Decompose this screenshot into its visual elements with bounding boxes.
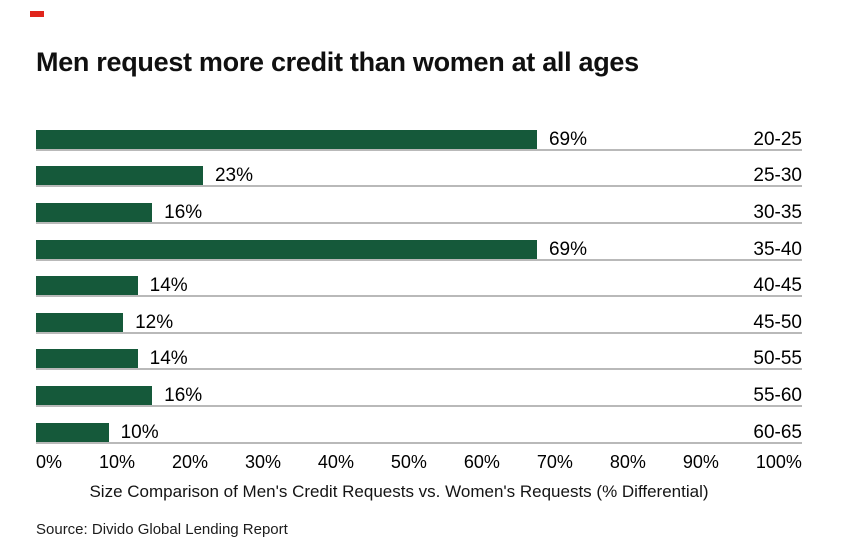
bar (36, 422, 109, 442)
bar-value-label: 16% (164, 385, 203, 406)
chart-row: 16% 30-35 (36, 187, 802, 224)
x-tick-label: 70% (536, 452, 573, 472)
chart-rows: 69% 20-25 23% 25-30 16% 30-35 69% 35-40 14% 40-45… (36, 114, 802, 444)
x-tick-label: 90% (682, 452, 719, 472)
age-group-label: 40-45 (753, 275, 802, 297)
x-tick-label: 60% (463, 452, 500, 472)
chart-row: 16% 55-60 (36, 370, 802, 407)
brand-red-dash (30, 11, 44, 17)
bar (36, 386, 153, 405)
bar (36, 349, 138, 369)
bar-value-label: 14% (149, 275, 188, 297)
bar (36, 312, 124, 332)
x-tick-label: 10% (98, 452, 135, 472)
age-group-label: 50-55 (753, 348, 802, 370)
chart-row: 14% 40-45 (36, 261, 802, 298)
x-tick-label: 50% (390, 452, 427, 472)
age-group-label: 55-60 (753, 385, 802, 406)
chart-row: 23% 25-30 (36, 151, 802, 188)
age-group-label: 30-35 (753, 201, 802, 223)
age-group-label: 60-65 (753, 421, 802, 443)
x-tick-label: 0% (36, 452, 63, 472)
age-group-label: 20-25 (753, 128, 802, 150)
bar-value-label: 14% (149, 348, 188, 370)
x-tick-label: 30% (244, 452, 281, 472)
bar-value-label: 12% (135, 311, 174, 333)
bar-value-label: 23% (214, 165, 253, 187)
x-tick-label: 40% (317, 452, 354, 472)
chart-title: Men request more credit than women at al… (36, 47, 639, 77)
source-note: Source: Divido Global Lending Report (36, 521, 288, 538)
bar-value-label: 16% (164, 201, 203, 223)
chart-row: 10% 60-65 (36, 407, 802, 444)
chart-row: 69% 20-25 (36, 114, 802, 151)
x-tick-label: 80% (609, 452, 646, 472)
x-axis-label: Size Comparison of Men's Credit Requests… (89, 482, 709, 501)
x-tick-label: 20% (171, 452, 208, 472)
age-group-label: 45-50 (753, 311, 802, 333)
x-axis-ticks: 0% 10% 20% 30% 40% 50% 60% 70% 80% 90% 100% (36, 452, 802, 473)
chart-row: 12% 45-50 (36, 297, 802, 334)
bar-value-label: 69% (548, 238, 587, 260)
bar (36, 129, 537, 149)
age-group-label: 25-30 (753, 165, 802, 187)
chart-row: 14% 50-55 (36, 334, 802, 371)
chart-row: 69% 35-40 (36, 224, 802, 261)
x-tick-label: 100% (755, 452, 802, 472)
bar-value-label: 69% (548, 128, 587, 150)
age-group-label: 35-40 (753, 238, 802, 260)
bar (36, 239, 537, 259)
bar-value-label: 10% (120, 421, 159, 443)
bar (36, 276, 138, 296)
bar (36, 202, 153, 222)
bar (36, 166, 203, 186)
